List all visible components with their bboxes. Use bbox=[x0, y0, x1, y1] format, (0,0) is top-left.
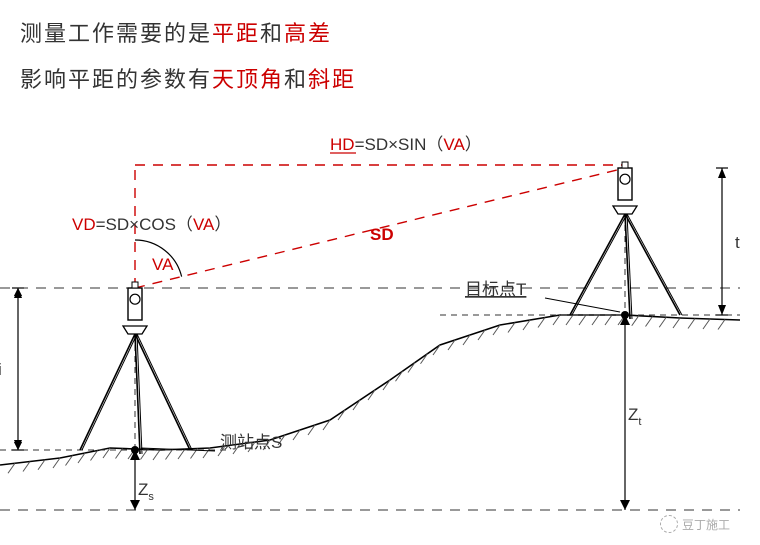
svg-text:SD: SD bbox=[370, 225, 394, 244]
svg-text:i: i bbox=[0, 360, 2, 379]
surveying-diagram: HD=SD×SIN（VA） VD=SD×COS（VA） SD VA 目标点T 测站点S i t… bbox=[0, 120, 760, 545]
svg-text:VD=SD×COS（VA）: VD=SD×COS（VA） bbox=[72, 215, 231, 234]
svg-text:VA: VA bbox=[152, 255, 174, 274]
title-line-2: 影响平距的参数有天顶角和斜距 bbox=[20, 62, 356, 94]
title-line-1: 测量工作需要的是平距和高差 bbox=[20, 16, 332, 48]
svg-text:测站点S: 测站点S bbox=[220, 433, 282, 452]
svg-text:目标点T: 目标点T bbox=[465, 280, 526, 299]
svg-text:t: t bbox=[735, 233, 740, 252]
svg-text:HD=SD×SIN（VA）: HD=SD×SIN（VA） bbox=[330, 135, 482, 154]
svg-text:Zt: Zt bbox=[628, 405, 641, 428]
wechat-icon bbox=[660, 515, 678, 533]
svg-text:Zs: Zs bbox=[138, 480, 154, 503]
watermark: 豆丁施工 bbox=[660, 515, 730, 533]
watermark-text: 豆丁施工 bbox=[682, 516, 730, 533]
